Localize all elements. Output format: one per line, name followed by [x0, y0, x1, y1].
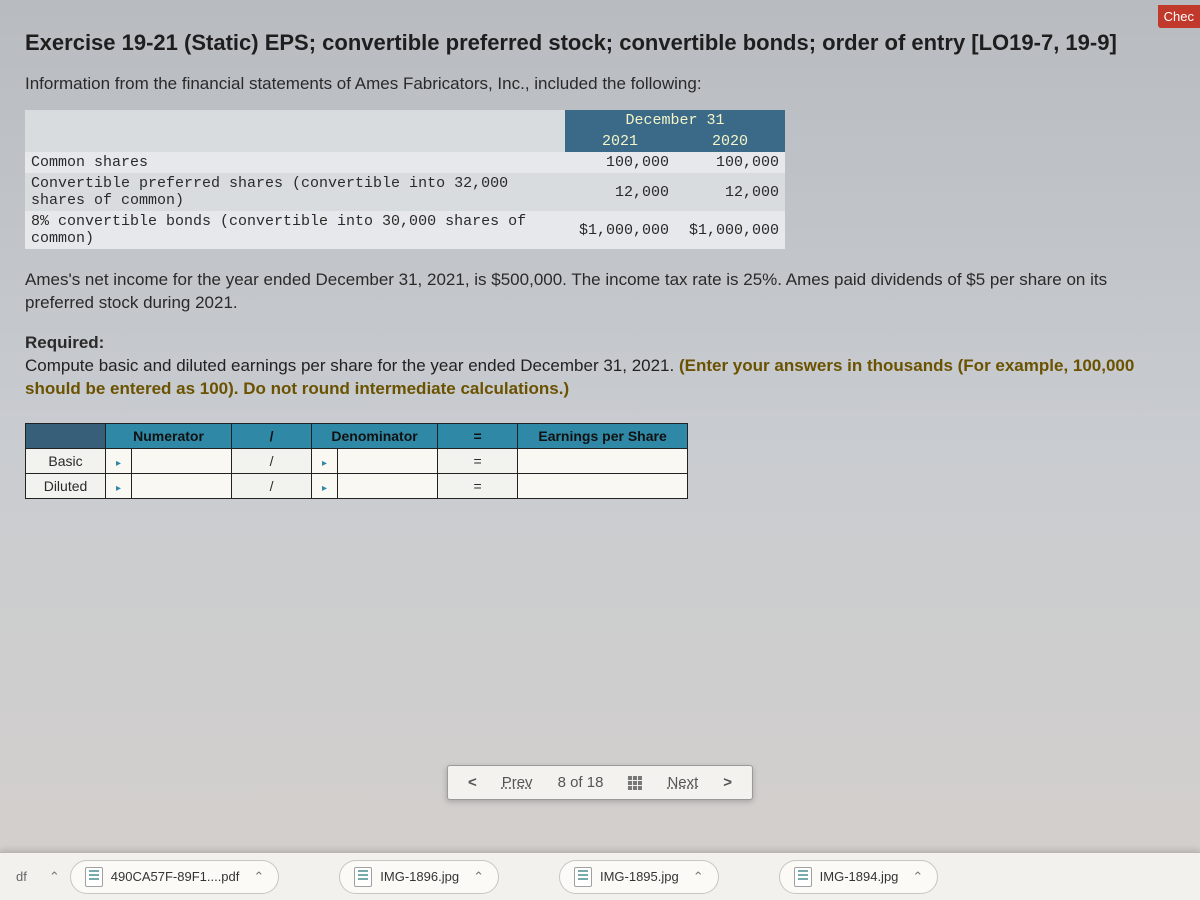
- download-item[interactable]: IMG-1896.jpg ⌃: [339, 860, 499, 894]
- cell-value: $1,000,000: [675, 211, 785, 249]
- caret-icon[interactable]: ⌃: [912, 869, 923, 885]
- row-diluted-label: Diluted: [26, 473, 106, 498]
- download-filename: IMG-1895.jpg: [600, 869, 679, 884]
- diluted-numerator-input[interactable]: [132, 473, 232, 498]
- row-label: 8% convertible bonds (convertible into 3…: [25, 211, 565, 249]
- row-label: Convertible preferred shares (convertibl…: [25, 173, 565, 211]
- cell-value: 100,000: [565, 152, 675, 173]
- divide-symbol: /: [232, 448, 312, 473]
- tick-marker: ▸: [312, 448, 338, 473]
- cell-value: 12,000: [675, 173, 785, 211]
- chevron-right-icon[interactable]: >: [723, 774, 732, 791]
- row-basic-label: Basic: [26, 448, 106, 473]
- exercise-title: Exercise 19-21 (Static) EPS; convertible…: [25, 30, 1175, 56]
- next-button[interactable]: Next: [667, 774, 698, 791]
- check-work-button[interactable]: Chec: [1158, 5, 1200, 28]
- download-item[interactable]: IMG-1894.jpg ⌃: [779, 860, 939, 894]
- exercise-content: Exercise 19-21 (Static) EPS; convertible…: [0, 0, 1200, 499]
- tick-marker: ▸: [106, 448, 132, 473]
- caret-icon[interactable]: ⌃: [473, 869, 484, 885]
- required-text: Compute basic and diluted earnings per s…: [25, 356, 679, 375]
- chevron-left-icon[interactable]: <: [468, 774, 477, 791]
- downloads-bar: df ⌃ 490CA57F-89F1....pdf ⌃ IMG-1896.jpg…: [0, 852, 1200, 900]
- nav-position: 8 of 18: [558, 774, 604, 791]
- diluted-eps-output: [518, 473, 688, 498]
- cell-value: 100,000: [675, 152, 785, 173]
- required-section: Required: Compute basic and diluted earn…: [25, 333, 1175, 401]
- grid-icon[interactable]: [628, 776, 642, 790]
- caret-icon[interactable]: ⌃: [693, 869, 704, 885]
- financial-data-table: December 31 2021 2020 Common shares 100,…: [25, 110, 785, 249]
- basic-denominator-input[interactable]: [338, 448, 438, 473]
- equals-symbol: =: [438, 448, 518, 473]
- tick-marker: ▸: [106, 473, 132, 498]
- basic-numerator-input[interactable]: [132, 448, 232, 473]
- diluted-denominator-input[interactable]: [338, 473, 438, 498]
- download-item[interactable]: 490CA57F-89F1....pdf ⌃: [70, 860, 280, 894]
- download-item[interactable]: IMG-1895.jpg ⌃: [559, 860, 719, 894]
- file-icon: [354, 867, 372, 887]
- header-numerator: Numerator: [106, 423, 232, 448]
- basic-eps-output: [518, 448, 688, 473]
- equals-symbol: =: [438, 473, 518, 498]
- download-left-fragment: df: [10, 869, 33, 884]
- exercise-subtitle: Information from the financial statement…: [25, 74, 1175, 94]
- divide-symbol: /: [232, 473, 312, 498]
- header-denominator: Denominator: [312, 423, 438, 448]
- row-label: Common shares: [25, 152, 565, 173]
- col-year-2021: 2021: [565, 131, 675, 152]
- caret-icon[interactable]: ⌃: [49, 869, 60, 885]
- download-filename: 490CA57F-89F1....pdf: [111, 869, 240, 884]
- col-year-2020: 2020: [675, 131, 785, 152]
- cell-value: $1,000,000: [565, 211, 675, 249]
- download-filename: IMG-1896.jpg: [380, 869, 459, 884]
- header-equals: =: [438, 423, 518, 448]
- file-icon: [794, 867, 812, 887]
- answer-entry-table: Numerator / Denominator = Earnings per S…: [25, 423, 688, 499]
- prev-button[interactable]: Prev: [502, 774, 533, 791]
- header-eps: Earnings per Share: [518, 423, 688, 448]
- caret-icon[interactable]: ⌃: [253, 869, 264, 885]
- problem-note: Ames's net income for the year ended Dec…: [25, 269, 1175, 315]
- question-nav: < Prev 8 of 18 Next >: [447, 765, 753, 800]
- required-label: Required:: [25, 333, 1175, 353]
- download-filename: IMG-1894.jpg: [820, 869, 899, 884]
- cell-value: 12,000: [565, 173, 675, 211]
- file-icon: [85, 867, 103, 887]
- header-divide: /: [232, 423, 312, 448]
- tick-marker: ▸: [312, 473, 338, 498]
- corner-cell: [26, 423, 106, 448]
- file-icon: [574, 867, 592, 887]
- table-header-date: December 31: [565, 110, 785, 131]
